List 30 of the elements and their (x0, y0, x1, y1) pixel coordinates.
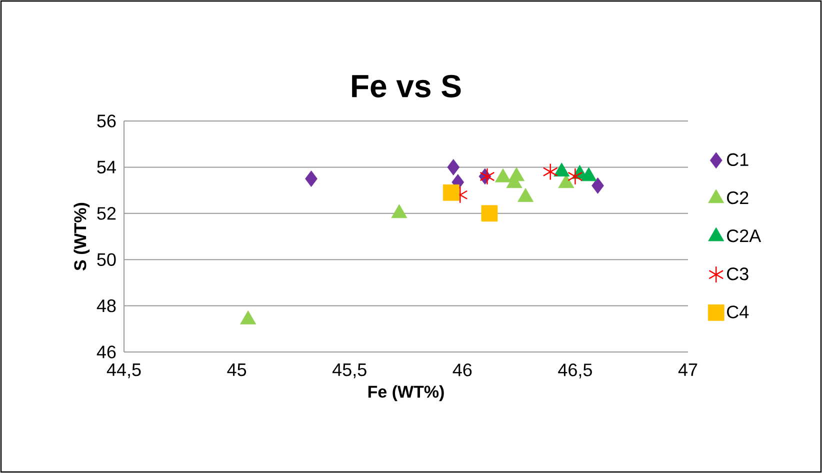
y-tick-label: 50 (97, 253, 116, 266)
x-tick-label: 45 (227, 364, 246, 376)
x-tick-label: 47 (678, 364, 698, 376)
y-tick-label: 54 (97, 160, 116, 174)
y-tick-label: 56 (97, 114, 116, 128)
x-tick-label: 44,5 (106, 364, 141, 378)
legend-label: C2A (727, 229, 762, 242)
point (305, 170, 318, 187)
point (240, 310, 256, 324)
point (442, 184, 460, 201)
point (592, 177, 604, 194)
x-axis-title: Fe (WT%) (368, 385, 444, 402)
y-tick-label: 46 (96, 346, 116, 358)
legend-label: C1 (727, 153, 748, 166)
point (481, 205, 498, 222)
y-axis-title: S (WT%) (74, 202, 90, 270)
point (391, 204, 408, 218)
chart-title: Fe vs S (352, 74, 461, 98)
x-tick-label: 46,5 (558, 364, 592, 378)
point (568, 168, 583, 186)
x-tick-label: 46 (452, 364, 472, 376)
legend-label: C3 (727, 268, 748, 280)
y-tick-label: 48 (96, 299, 116, 312)
point (447, 158, 460, 176)
x-tick-label: 45,5 (332, 364, 366, 378)
point (480, 168, 495, 186)
y-tick-label: 52 (97, 207, 116, 220)
legend-label: C4 (727, 306, 749, 318)
legend-label: C2 (727, 191, 748, 204)
point (542, 163, 558, 180)
